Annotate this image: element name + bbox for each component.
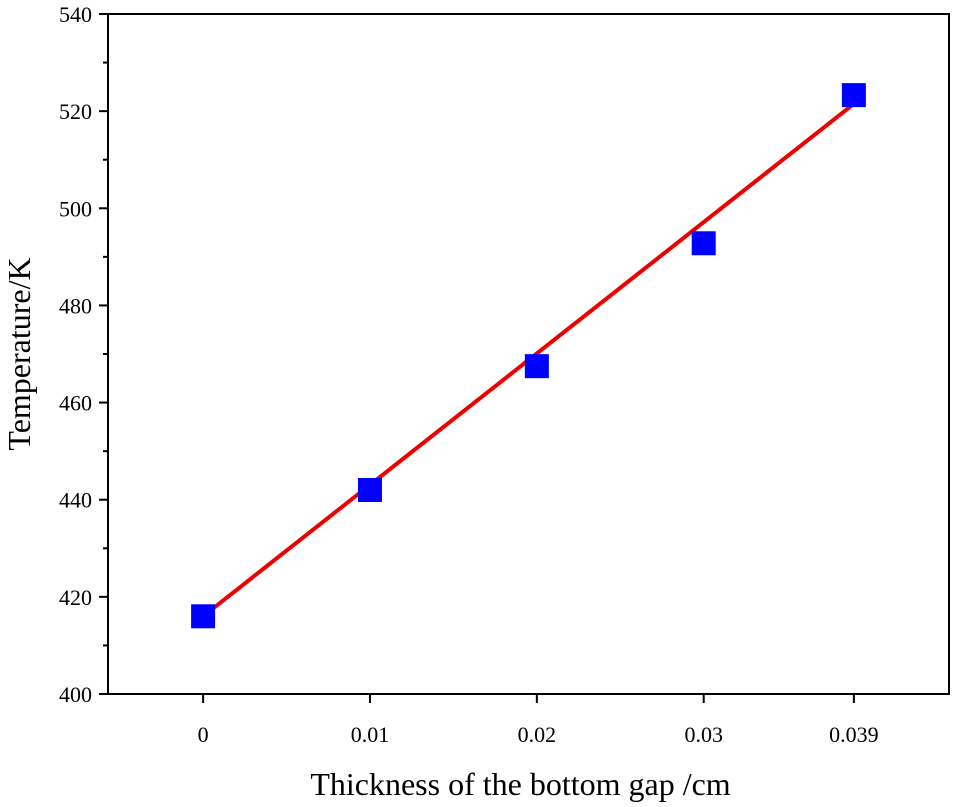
y-tick-label: 460 xyxy=(59,391,92,416)
data-point xyxy=(524,354,549,379)
x-axis-title: Thickness of the bottom gap /cm xyxy=(310,766,730,802)
y-axis-title: Temperature/K xyxy=(1,257,37,450)
data-point xyxy=(191,604,216,629)
y-tick-label: 440 xyxy=(59,488,92,513)
data-point xyxy=(691,231,716,256)
data-point xyxy=(357,478,382,502)
x-tick-label: 0 xyxy=(198,722,209,747)
x-tick-label: 0.01 xyxy=(351,722,390,747)
y-tick-label: 520 xyxy=(59,99,92,124)
y-tick-label: 480 xyxy=(59,293,92,318)
x-tick-label: 0.02 xyxy=(518,722,557,747)
x-tick-label: 0.039 xyxy=(829,722,879,747)
y-tick-label: 420 xyxy=(59,585,92,610)
x-tick-label: 0.03 xyxy=(684,722,723,747)
y-tick-label: 500 xyxy=(59,196,92,221)
data-points xyxy=(191,83,866,629)
y-tick-label: 400 xyxy=(59,682,92,707)
data-point xyxy=(841,83,866,108)
y-tick-label: 540 xyxy=(59,2,92,27)
y-axis-ticks: 400 420 440 460 480 500 520 540 xyxy=(59,2,108,707)
x-axis-ticks: 0 0.01 0.02 0.03 0.039 xyxy=(198,694,879,747)
